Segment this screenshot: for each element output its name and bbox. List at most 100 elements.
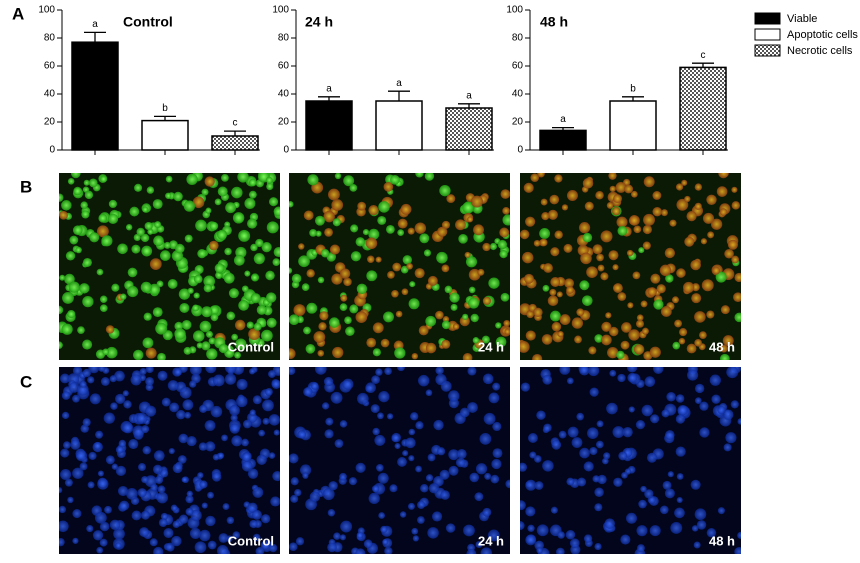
cell <box>153 450 165 462</box>
cell <box>72 225 83 236</box>
cell <box>536 410 546 420</box>
cell <box>525 330 536 341</box>
cell <box>349 304 359 314</box>
cell <box>205 207 212 214</box>
cell <box>609 326 619 337</box>
cell <box>201 341 211 351</box>
cell <box>700 238 708 245</box>
cell <box>574 335 582 344</box>
cell <box>163 528 174 539</box>
cell <box>597 264 605 272</box>
cell <box>339 268 351 279</box>
cell <box>377 215 387 225</box>
cell <box>165 192 172 199</box>
cell <box>633 344 645 355</box>
cell <box>117 243 128 255</box>
cell <box>592 475 600 483</box>
cell <box>226 311 236 321</box>
cell <box>525 506 536 517</box>
cell <box>408 455 415 462</box>
cell <box>423 249 432 257</box>
cell <box>178 514 189 524</box>
cell <box>462 313 469 320</box>
cell <box>366 270 378 282</box>
cell <box>635 420 646 430</box>
cell <box>253 322 262 331</box>
cell <box>318 322 327 331</box>
cell <box>92 530 104 541</box>
cell <box>261 242 272 253</box>
cell <box>626 249 634 257</box>
cell <box>384 546 393 554</box>
cell <box>339 472 347 481</box>
cell <box>238 229 251 242</box>
cell <box>534 540 544 551</box>
cell <box>557 330 564 338</box>
cell <box>407 502 416 510</box>
cell <box>61 200 72 211</box>
cell <box>676 268 686 278</box>
cell <box>303 210 314 221</box>
cell <box>79 462 88 471</box>
cell <box>649 525 661 537</box>
cell <box>289 267 293 274</box>
cell <box>375 463 384 472</box>
panel-label: C <box>20 372 32 391</box>
bar <box>305 100 353 151</box>
cell <box>168 447 175 455</box>
cell <box>589 387 599 397</box>
cell <box>273 247 280 258</box>
cell <box>139 527 150 538</box>
cell <box>323 376 334 387</box>
bar-annotation: a <box>326 83 332 94</box>
cell <box>167 380 179 391</box>
cell <box>405 437 416 449</box>
cell <box>214 198 222 206</box>
bar-annotation: b <box>162 103 168 114</box>
cell <box>322 488 335 501</box>
cell <box>145 376 155 386</box>
cell <box>601 334 612 346</box>
cell <box>157 370 168 381</box>
cell <box>547 295 559 306</box>
cell <box>694 508 707 521</box>
cell <box>734 312 741 323</box>
cell <box>394 442 401 450</box>
cell <box>217 452 225 459</box>
cell <box>418 325 429 336</box>
image-label: 24 h <box>478 339 504 354</box>
cell <box>59 505 67 514</box>
cell <box>558 430 567 439</box>
cell <box>185 507 194 516</box>
cell <box>525 479 537 491</box>
cell <box>329 244 341 255</box>
cell <box>231 186 243 199</box>
cell <box>435 367 444 375</box>
cell <box>672 341 681 350</box>
cell <box>225 202 237 214</box>
cell <box>368 228 380 240</box>
cell <box>524 273 534 284</box>
bar <box>679 66 727 151</box>
cell <box>343 277 352 287</box>
y-tick-label: 40 <box>278 89 290 100</box>
cell <box>96 546 104 554</box>
cell <box>87 376 95 384</box>
cell <box>344 316 352 325</box>
cell <box>440 490 450 500</box>
image-label: 48 h <box>709 533 735 548</box>
cell <box>561 204 569 211</box>
cell <box>550 247 560 257</box>
cell <box>183 346 192 355</box>
cell <box>468 297 480 309</box>
cell <box>556 291 563 298</box>
cell <box>226 516 235 525</box>
cell <box>607 346 619 359</box>
bar <box>211 135 259 151</box>
cell <box>260 514 271 524</box>
cell <box>411 352 419 360</box>
cell <box>266 221 279 234</box>
cell <box>395 310 403 318</box>
cell <box>716 186 728 197</box>
cell <box>303 387 313 397</box>
